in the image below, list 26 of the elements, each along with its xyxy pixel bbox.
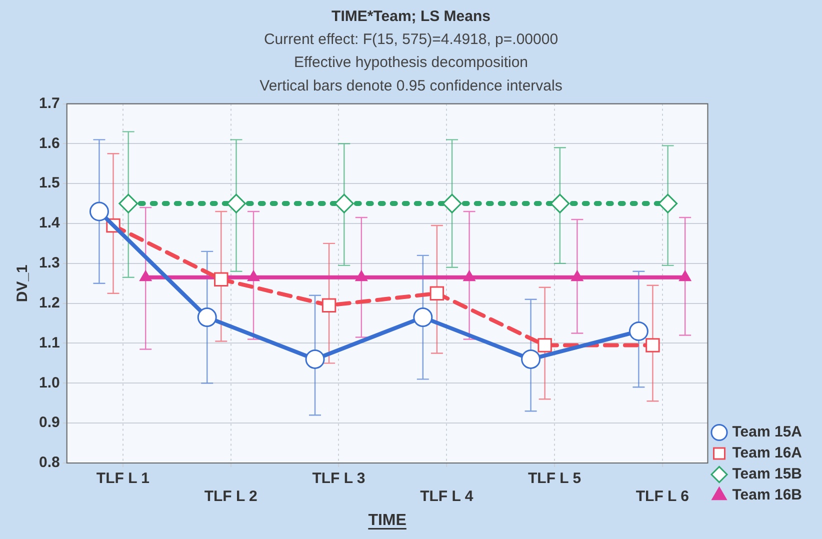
x-tick-label: TLF L 2 xyxy=(204,488,258,506)
y-tick-label: 1.7 xyxy=(38,94,60,112)
y-tick-label: 1.0 xyxy=(38,374,60,392)
y-tick-label: 1.1 xyxy=(38,334,60,352)
y-tick-label: 0.9 xyxy=(38,414,60,432)
chart-subtitle: Current effect: F(15, 575)=4.4918, p=.00000 xyxy=(264,30,558,48)
x-tick-label: TLF L 4 xyxy=(420,488,474,506)
legend-label: Team 15B xyxy=(732,466,802,483)
y-tick-label: 1.3 xyxy=(38,254,60,272)
legend-label: Team 16B xyxy=(732,486,802,504)
x-tick-label: TLF L 5 xyxy=(528,470,582,488)
text: Vertical bars denote 0.95 confidence intervals xyxy=(260,77,562,94)
y-tick-label: 0.8 xyxy=(38,454,60,472)
legend-label: Team 16A xyxy=(732,444,802,462)
legend-label: Team 15A xyxy=(732,424,802,441)
y-axis-title: DV_1 xyxy=(14,264,32,302)
y-tick-label: 1.6 xyxy=(38,134,60,152)
y-tick-label: 1.4 xyxy=(38,214,60,232)
x-axis-title: TIME xyxy=(368,512,407,529)
chart-title: TIME*Team; LS Means xyxy=(332,8,490,26)
y-tick-label: 1.2 xyxy=(38,294,60,312)
x-tick-label: TLF L 6 xyxy=(636,488,689,506)
y-tick-label: 1.5 xyxy=(38,174,60,192)
text: Effective hypothesis decomposition xyxy=(294,54,528,72)
x-tick-label: TLF L 3 xyxy=(312,470,366,488)
x-tick-label: TLF L 1 xyxy=(96,470,150,488)
